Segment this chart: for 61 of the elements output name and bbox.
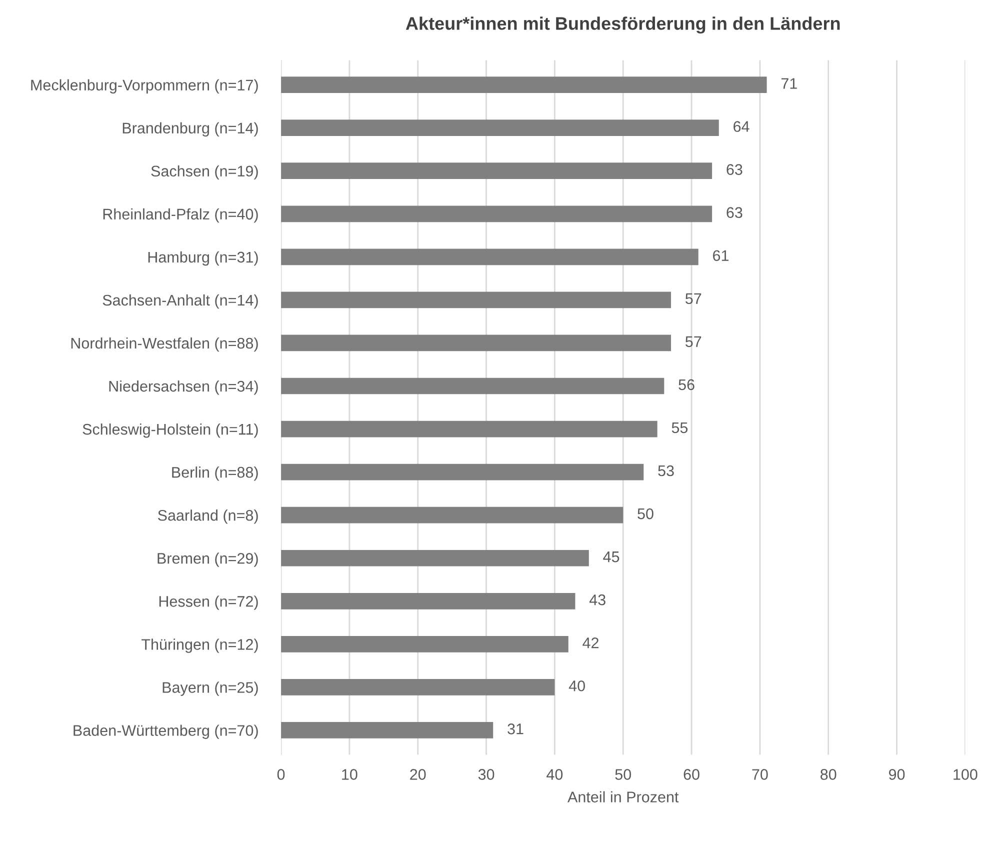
data-label: 71 [781,78,797,89]
bar [281,378,664,394]
data-label: 40 [568,680,585,692]
y-tick-label: Berlin (n=88) [172,466,258,481]
bar [281,679,555,696]
y-tick-label: Bremen (n=29) [158,552,258,567]
data-label: 50 [638,508,654,520]
data-label: 61 [713,250,729,262]
data-label: 63 [726,164,742,175]
y-tick-label: Niedersachsen (n=34) [109,380,258,395]
x-tick-label: 90 [889,769,905,780]
bar [281,76,767,93]
y-tick-label: Mecklenburg-Vorpommern (n=17) [31,79,258,94]
bar [281,162,712,180]
data-label: 45 [603,552,620,562]
data-label: 63 [726,207,742,218]
bar [281,334,671,352]
x-tick-label: 70 [752,769,768,780]
x-tick-label: 80 [820,769,836,780]
data-label: 55 [672,422,688,434]
bar [281,248,698,266]
y-tick-label: Sachsen (n=19) [151,165,258,180]
y-tick-label: Bayern (n=25) [162,682,258,696]
y-tick-label: Thüringen (n=12) [142,638,258,653]
y-tick-label: Sachsen-Anhalt (n=14) [102,294,258,309]
bar [281,120,719,136]
y-tick-label: Hamburg (n=31) [148,251,258,266]
y-tick-label: Nordrhein-Westfalen (n=88) [71,337,258,352]
x-tick-label: 20 [410,769,426,780]
bar [281,592,576,610]
y-tick-label: Rheinland-Pfalz (n=40) [103,208,258,223]
bar [281,550,589,566]
x-tick-label: 50 [615,769,632,780]
data-label: 42 [582,637,598,648]
bar [281,206,712,222]
y-tick-label: Saarland (n=8) [158,510,258,524]
bar [281,464,644,480]
x-tick-label: 10 [342,769,358,780]
chart-title: Akteur*innen mit Bundesförderung in den Ländern [406,16,840,34]
data-label: 56 [678,379,694,390]
x-tick-label: 0 [277,769,285,780]
data-label: 31 [508,724,524,734]
data-label: 64 [734,121,750,132]
data-label: 43 [589,594,606,606]
y-tick-label: Baden-Württemberg (n=70) [74,724,258,739]
x-tick-label: 30 [478,769,494,780]
x-tick-label: 60 [684,769,700,780]
y-tick-label: Hessen (n=72) [159,596,258,610]
data-label: 57 [686,293,702,304]
x-tick-label: 40 [546,769,563,780]
bar [281,292,671,308]
x-axis-title: Anteil in Prozent [568,791,679,802]
y-tick-label: Brandenburg (n=14) [122,122,258,137]
bar [281,636,568,652]
y-tick-label: Schleswig-Holstein (n=11) [82,424,258,438]
x-tick-label: 100 [954,769,978,780]
bar [281,420,658,438]
bar [281,506,624,524]
data-label: 57 [686,336,702,348]
bar [281,722,494,738]
data-label: 53 [658,465,674,476]
